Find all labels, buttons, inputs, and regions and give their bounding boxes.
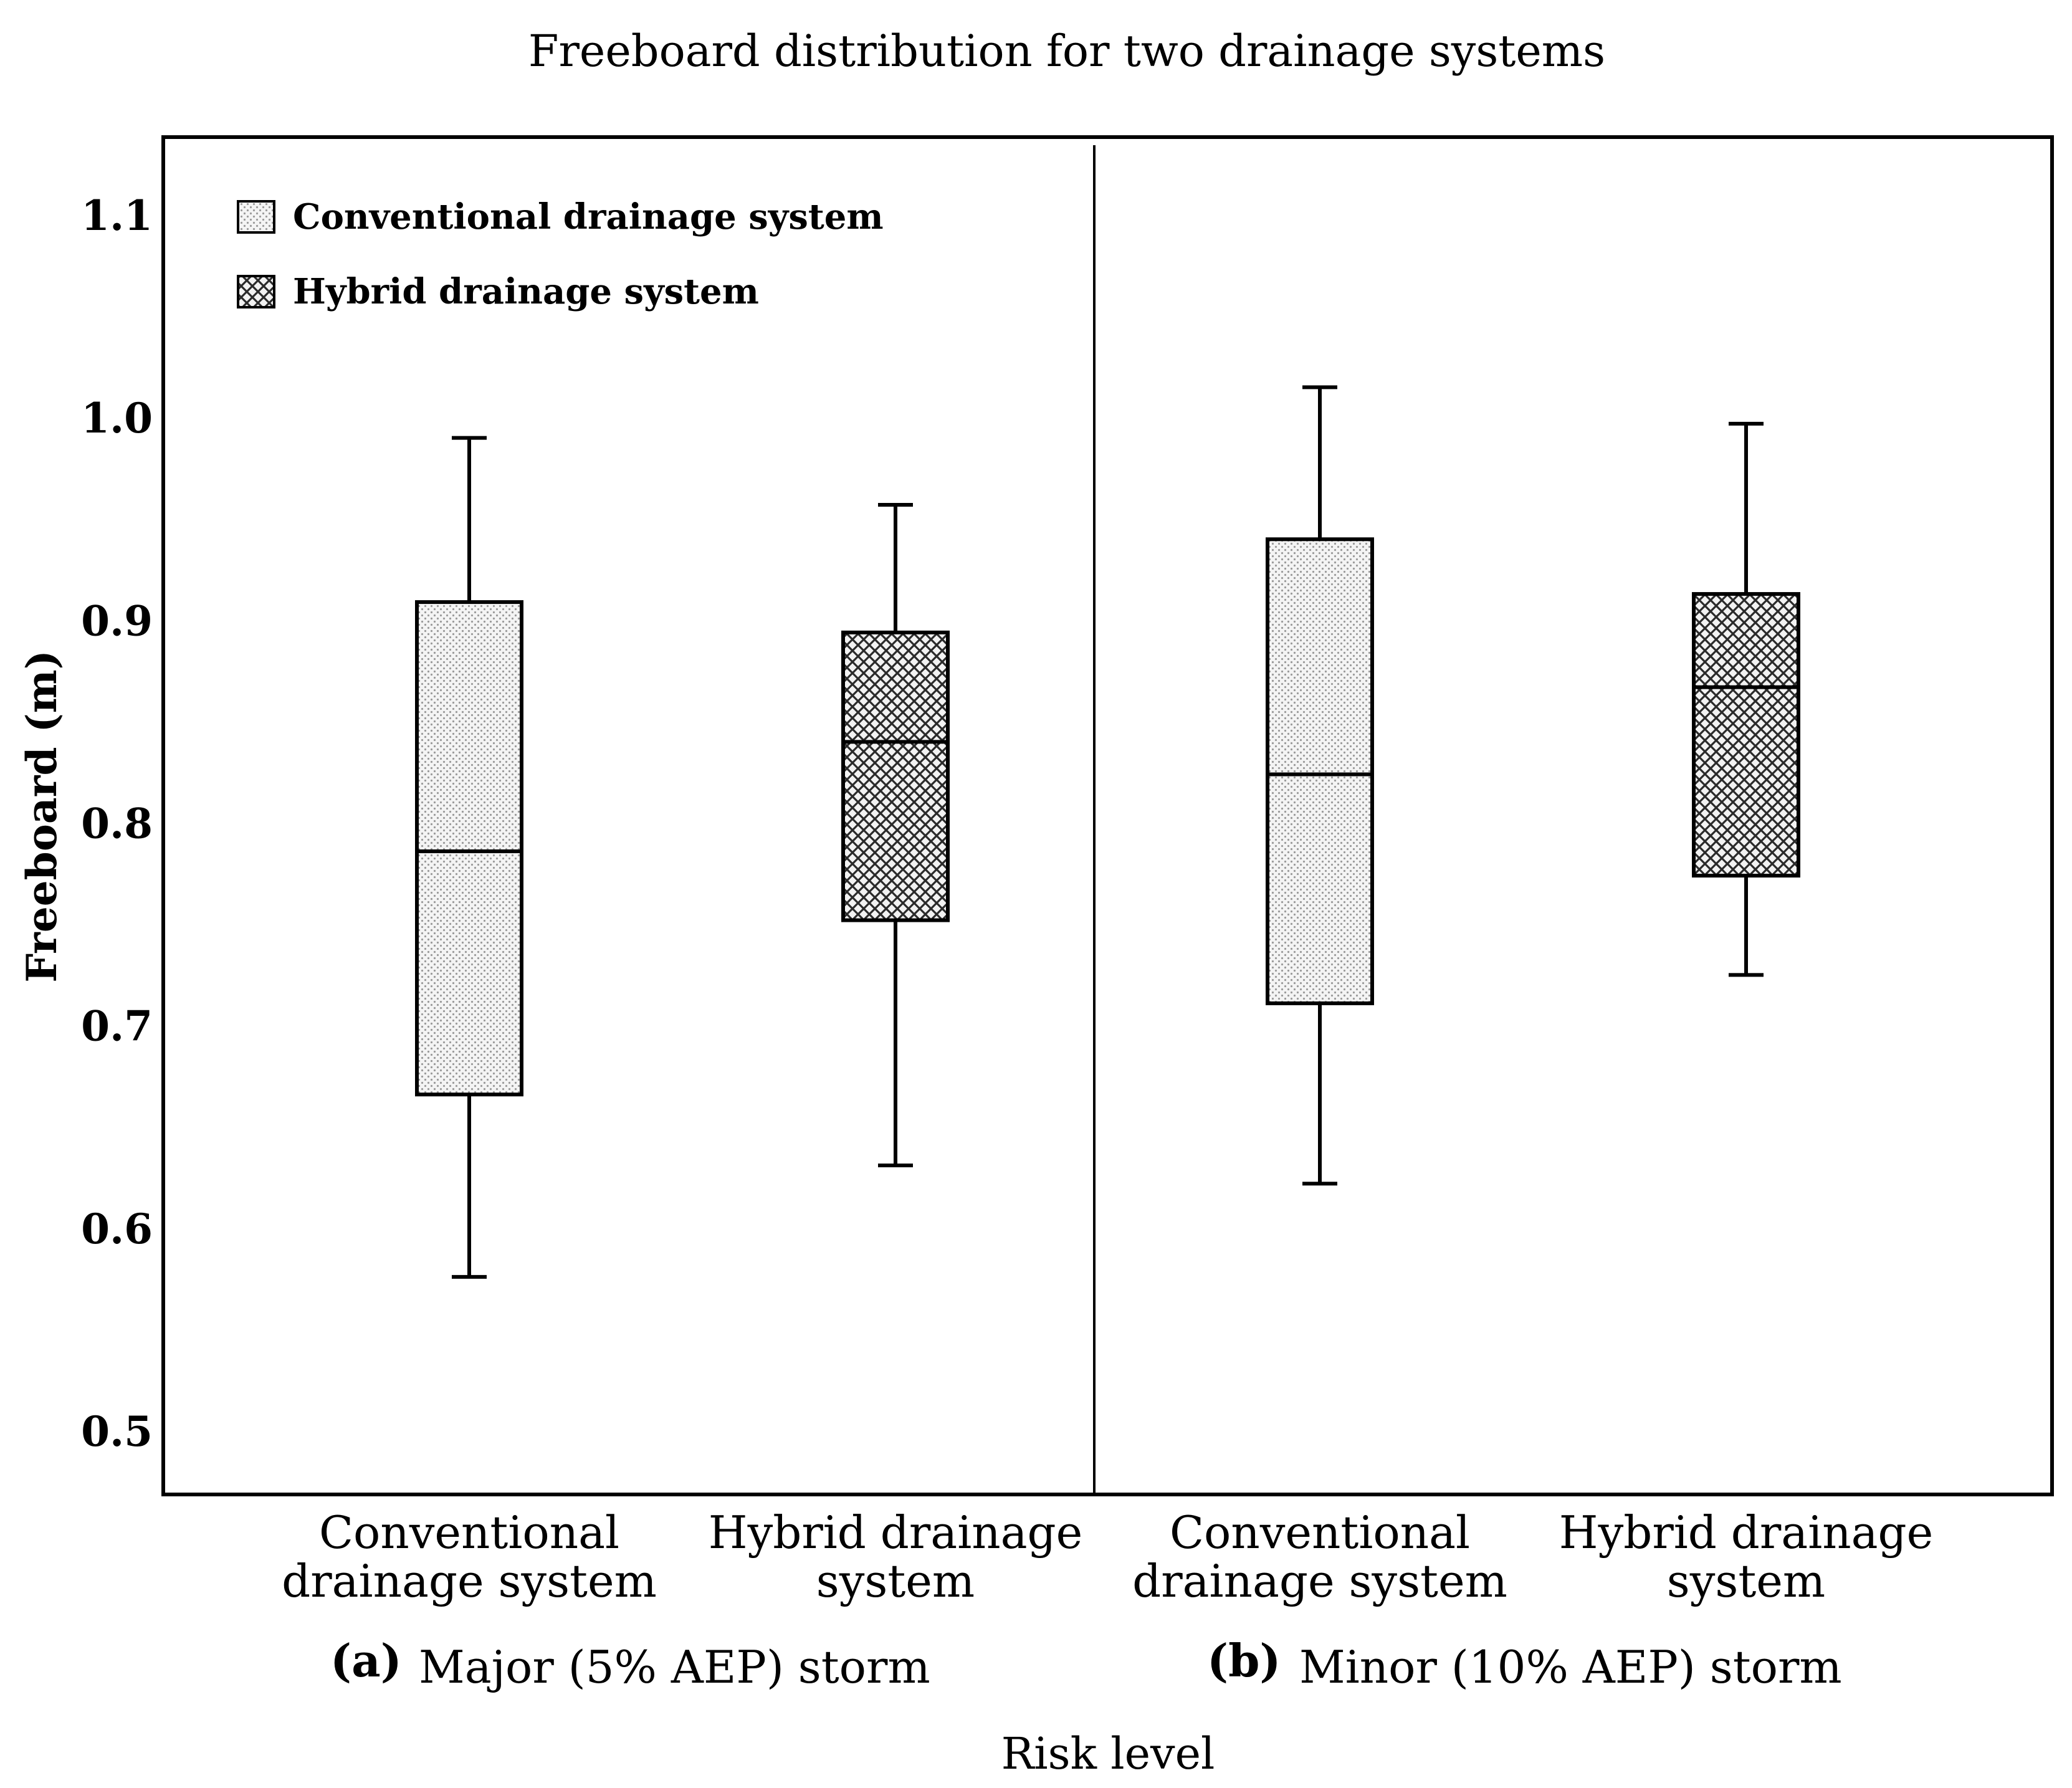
y-tick-label: 0.6 — [81, 1205, 153, 1253]
box-group-b-conventional — [1266, 385, 1374, 1186]
box-iqr — [1266, 537, 1374, 1005]
y-tick-label: 1.1 — [81, 191, 153, 240]
x-tick-label-line1: Hybrid drainage — [709, 1506, 1082, 1559]
box-group-a-conventional — [415, 436, 523, 1279]
panel-b-label: (b) — [1207, 1634, 1281, 1687]
y-tick-label: 0.7 — [81, 1002, 153, 1051]
y-tick-label: 1.0 — [81, 394, 153, 442]
y-tick-label: 0.5 — [81, 1407, 153, 1456]
x-tick-label-line1: Hybrid drainage — [1559, 1506, 1933, 1559]
x-tick-label-line2: drainage system — [1132, 1555, 1507, 1607]
chart-title: Freeboard distribution for two drainage … — [528, 26, 1605, 77]
y-tick-labels: 0.5 0.6 0.7 0.8 0.9 1.0 1.1 — [81, 191, 153, 1456]
box-iqr — [841, 630, 950, 922]
box-plots — [415, 385, 1800, 1279]
legend-swatch-hybrid — [237, 275, 275, 308]
panel-a-title: Major (5% AEP) storm — [419, 1641, 930, 1693]
panel-b-title: Minor (10% AEP) storm — [1299, 1641, 1842, 1693]
legend-label-conventional: Conventional drainage system — [293, 196, 884, 237]
box-iqr — [1692, 592, 1800, 878]
y-tick-label: 0.9 — [81, 596, 153, 645]
y-tick-label: 0.8 — [81, 800, 153, 848]
panel-a-label: (a) — [330, 1634, 402, 1687]
legend-swatch-conventional — [237, 200, 275, 234]
x-tick-label-line1: Conventional — [1170, 1506, 1470, 1559]
x-tick-label-line2: system — [1667, 1555, 1825, 1607]
box-iqr — [415, 600, 523, 1097]
x-axis-label: Risk level — [1001, 1728, 1215, 1779]
x-tick-label-line1: Conventional — [319, 1506, 619, 1559]
y-axis-label: Freeboard (m) — [17, 650, 66, 983]
x-tick-label-line2: drainage system — [282, 1555, 657, 1607]
box-group-a-hybrid — [841, 502, 950, 1168]
legend-label-hybrid: Hybrid drainage system — [293, 271, 759, 312]
legend: Conventional drainage system Hybrid drai… — [237, 196, 884, 312]
plot-frame — [161, 135, 2054, 1496]
box-group-b-hybrid — [1692, 421, 1800, 977]
x-tick-label-line2: system — [816, 1555, 975, 1607]
